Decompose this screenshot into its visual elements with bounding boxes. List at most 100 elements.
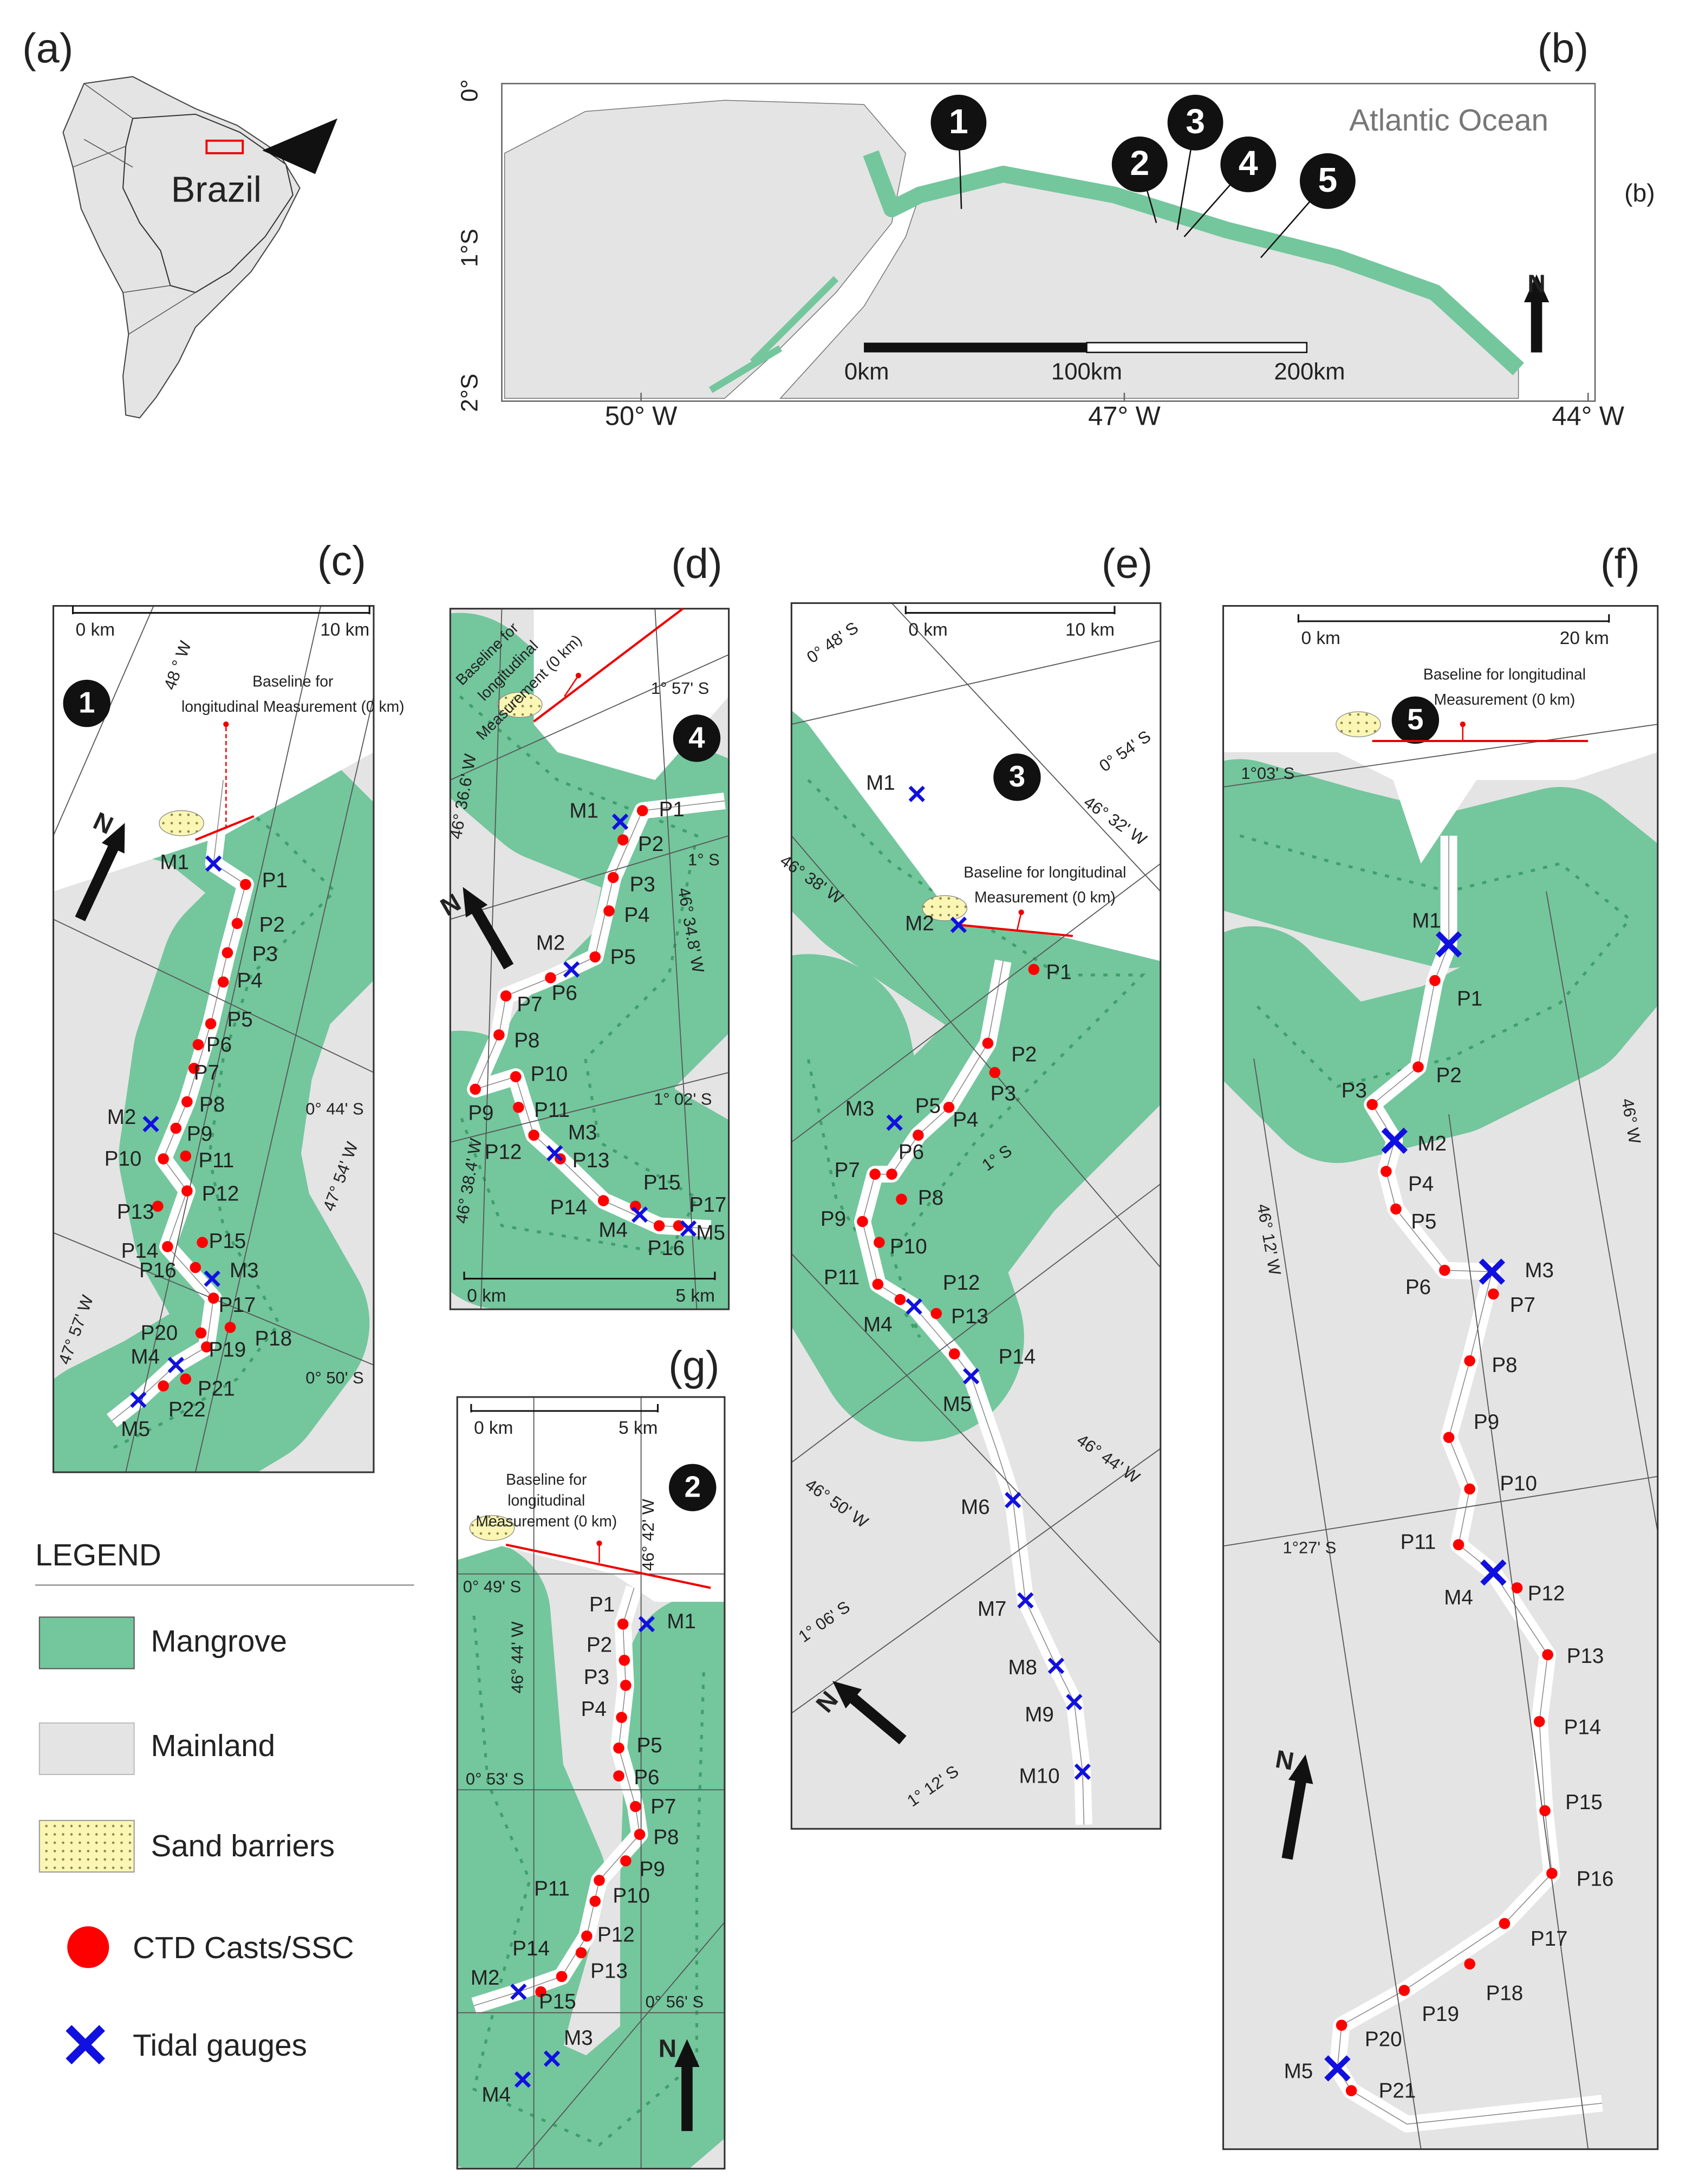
tidal-gauge-stroke: [1074, 1763, 1091, 1780]
gauge-label: M5: [943, 1393, 972, 1416]
ctd-cast: [231, 918, 243, 929]
point-label: P5: [610, 945, 636, 968]
ocean: [1223, 606, 1658, 864]
tidal-gauge: [908, 785, 925, 802]
ctd-cast: [1464, 1355, 1475, 1367]
point-label: P8: [1492, 1354, 1517, 1377]
gauge-label: M4: [1444, 1586, 1473, 1609]
point-label: P9: [187, 1122, 212, 1146]
baseline-label: Measurement (0 km): [476, 1512, 617, 1530]
legend-swatch: [38, 1722, 135, 1776]
ctd-cast: [1539, 1805, 1551, 1817]
gauge-label: M8: [1008, 1656, 1037, 1679]
gauge-label: M5: [696, 1221, 725, 1244]
ctd-cast: [1412, 1061, 1424, 1072]
point-label: P11: [534, 1877, 570, 1901]
side-label: (b): [1624, 179, 1655, 207]
graticule-label: 0° 53' S: [466, 1769, 524, 1788]
ctd-cast: [1366, 1098, 1378, 1110]
ctd-cast: [886, 1168, 897, 1180]
ctd-cast: [1429, 975, 1441, 986]
ctd-cast: [634, 1829, 646, 1840]
gauge-label: M2: [1417, 1132, 1447, 1155]
ctd-cast: [470, 1083, 481, 1095]
gauge-label: M4: [863, 1313, 893, 1336]
point-label: P14: [550, 1196, 588, 1219]
baseline-label: longitudinal Measurement (0 km): [181, 698, 405, 715]
point-label: P3: [991, 1082, 1016, 1105]
site-number: 1: [79, 686, 95, 719]
legend-swatch: [38, 1819, 135, 1873]
north-arrow-head: [463, 887, 488, 918]
point-label: P3: [584, 1666, 609, 1689]
point-label: P15: [209, 1230, 246, 1253]
graticule-label: 1°03' S: [1241, 764, 1294, 783]
ctd-cast: [597, 1195, 609, 1206]
graticule-label: 0° 49' S: [463, 1577, 521, 1596]
tidal-gauge: [142, 1116, 159, 1133]
tidal-gauge: [1005, 1492, 1021, 1509]
point-label: P13: [951, 1305, 988, 1328]
tidal-gauge-stroke: [611, 814, 629, 830]
baseline-label: Baseline for: [506, 1471, 587, 1488]
tidal-gauge: [1435, 931, 1462, 958]
panel-label: (f): [1600, 541, 1640, 587]
north-arrow: N: [1273, 1745, 1313, 1860]
legend-label: Sand barriers: [151, 1829, 335, 1863]
ctd-cast: [1345, 2085, 1357, 2096]
point-label: P15: [539, 1990, 576, 2013]
point-label: P14: [1564, 1715, 1602, 1739]
ctd-cast: [1546, 1868, 1558, 1879]
point-label: P21: [198, 1377, 235, 1400]
tidal-gauge: [1066, 1694, 1083, 1711]
ctd-cast: [948, 1348, 960, 1360]
point-label: P3: [252, 942, 278, 966]
tidal-gauge: [563, 961, 580, 978]
point-label: P11: [198, 1149, 234, 1172]
point-label: P1: [262, 869, 288, 892]
tidal-gauge-stroke: [142, 1116, 159, 1133]
ctd-cast: [896, 1193, 907, 1205]
graticule: [125, 606, 322, 1472]
site-marker: [673, 714, 721, 762]
graticule: [194, 696, 374, 1472]
graticule-label: 46° 42' W: [639, 1499, 658, 1571]
point-label: P15: [1565, 1791, 1603, 1814]
ctd-cast: [620, 1855, 632, 1867]
graticule-label: 0° 44' S: [305, 1100, 363, 1119]
ctd-cast: [500, 990, 512, 1002]
ctd-cast: [1398, 1985, 1410, 1996]
ctd-cast: [575, 1947, 587, 1959]
scale-label: 10 km: [1065, 620, 1115, 640]
ctd-cast: [613, 1770, 624, 1782]
tidal-gauge: [1074, 1763, 1091, 1780]
site-marker: [1391, 696, 1440, 744]
point-label: P8: [514, 1029, 539, 1052]
sand-barrier: [497, 692, 543, 718]
tidal-gauge-stroke: [514, 2071, 531, 2088]
ctd-cast: [594, 1875, 605, 1886]
baseline: [195, 815, 255, 841]
graticule-label: 1° S: [688, 850, 720, 869]
point-label: P8: [653, 1825, 679, 1849]
site-number: 2: [685, 1470, 701, 1503]
tidal-gauge-stroke: [1324, 2055, 1351, 2082]
panel-label: (b): [1538, 25, 1589, 72]
graticule: [480, 608, 503, 1310]
baseline-arrow-head: [223, 722, 229, 727]
site-marker: [1220, 136, 1277, 192]
point-label: P14: [512, 1937, 550, 1960]
graticule: [450, 1072, 729, 1143]
scale-label: 5 km: [619, 1418, 658, 1438]
graticule: [791, 863, 1161, 1143]
point-label: P13: [117, 1200, 154, 1224]
tidal-gauge: [631, 1206, 648, 1223]
scale-bar-black: [864, 342, 1087, 353]
tidal-gauge: [510, 1984, 527, 2000]
tidal-gauge: [130, 1392, 147, 1408]
ctd-cast: [1453, 1539, 1464, 1550]
baseline-label: longitudinal: [507, 1491, 585, 1509]
tidal-gauge: [638, 1616, 655, 1633]
sand-barrier: [159, 810, 204, 836]
point-label: P11: [1401, 1530, 1436, 1554]
